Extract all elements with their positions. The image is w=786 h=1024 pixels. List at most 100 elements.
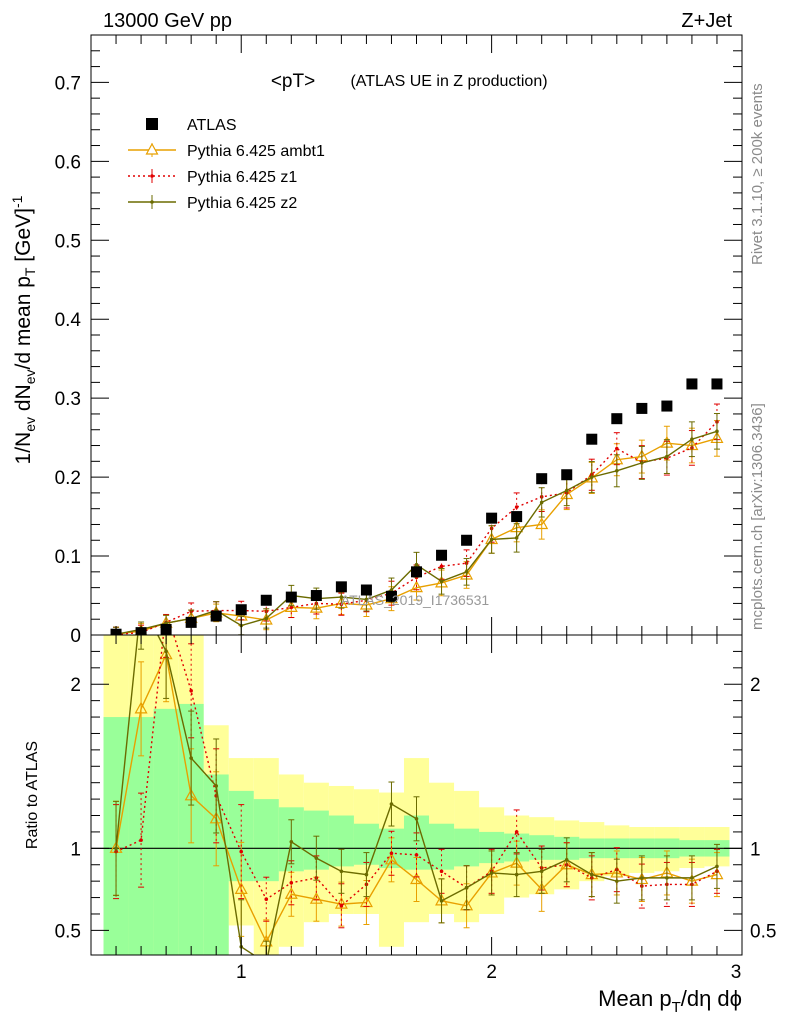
atlas-data-point [210, 610, 222, 622]
atlas-data-point [260, 594, 272, 606]
legend-marker-dot [150, 174, 154, 178]
ratio-dot-marker [389, 802, 394, 806]
ratio-y-tick-label-right: 2 [750, 675, 761, 696]
legend-marker-dot [150, 200, 154, 204]
main-dot-marker [615, 446, 619, 451]
ratio-y-tick-label: 1 [70, 839, 81, 860]
atlas-data-point [686, 378, 698, 390]
atlas-data-point [511, 511, 523, 523]
ratio-y-tick-label: 0.5 [55, 921, 81, 942]
ratio-dot-marker [239, 849, 244, 854]
ratio-dot-marker [464, 885, 469, 890]
main-triangle-marker [284, 600, 298, 612]
ratio-dot-marker [214, 784, 218, 788]
main-dot-marker [640, 461, 644, 465]
ratio-dot-marker [640, 876, 644, 880]
atlas-data-point [461, 534, 473, 546]
main-dot-marker [439, 564, 444, 569]
atlas-data-point [611, 413, 623, 425]
ratio-triangle-marker [334, 896, 348, 909]
ratio-triangle-marker [309, 891, 323, 904]
main-y-tick-label: 0.4 [55, 310, 82, 331]
legend-label: Pythia 6.425 z1 [187, 169, 297, 186]
header-right: Z+Jet [681, 10, 732, 32]
ratio-dot-marker [164, 649, 168, 654]
main-dot-marker [489, 537, 494, 542]
ratio-dot-marker [264, 897, 269, 902]
main-dot-marker [514, 505, 519, 509]
ratio-dot-marker [514, 830, 519, 834]
ratio-dot-marker [264, 961, 268, 965]
ratio-dot-marker [289, 880, 294, 885]
main-axes: 0 0.1 0.2 0.3 0.4 0.5 0.6 0.7 [55, 34, 742, 647]
ratio-dot-marker [339, 903, 344, 908]
ratio-triangle-marker [284, 887, 298, 899]
main-dot-marker [665, 454, 669, 459]
ratio-dot-marker [514, 872, 519, 877]
x-axis-label: Mean pT/dη dϕ [598, 986, 742, 1016]
legend-label: Pythia 6.425 z2 [187, 195, 297, 212]
ratio-dot-marker [439, 869, 444, 874]
watermark-text: ATLAS_2019_I1736531 [341, 592, 490, 608]
atlas-data-point [235, 604, 247, 616]
ratio-dot-marker [690, 876, 694, 880]
inner-band-bin [454, 828, 480, 867]
ratio-dot-marker [589, 872, 594, 877]
legend-marker-triangle [145, 142, 159, 155]
atlas-data-point [385, 590, 397, 602]
inner-band-bin [429, 823, 455, 870]
ratio-dot-marker [439, 899, 444, 903]
inner-band-bin [253, 799, 279, 882]
ratio-panel: 0.5 0.5 1 1 2 2 1 2 3 Ratio to ATLAS Mean pT/dη … [24, 600, 776, 1016]
atlas-data-point [185, 616, 197, 628]
ratio-dot-marker [139, 600, 143, 604]
main-triangle-marker [535, 517, 549, 530]
atlas-data-point [561, 469, 573, 481]
plot-subtitle: (ATLAS UE in Z production) [350, 73, 547, 90]
main-dot-marker [690, 437, 694, 442]
atlas-data-point [411, 566, 422, 578]
ratio-dot-marker [414, 816, 419, 821]
atlas-data-point [310, 590, 322, 602]
legend: ATLAS Pythia 6.425 ambt1 Pythia 6.425 z1 Py… [128, 117, 325, 212]
ratio-axes: 0.5 0.5 1 1 2 2 1 2 3 [55, 635, 776, 983]
ratio-dot-marker [314, 856, 319, 860]
ratio-dot-marker [715, 864, 719, 869]
ratio-y-tick-label-right: 1 [750, 839, 761, 860]
legend-label: ATLAS [187, 117, 237, 134]
ratio-plot-area [91, 600, 742, 965]
x-tick-label: 3 [731, 962, 742, 983]
main-y-tick-label: 0.3 [55, 389, 81, 410]
atlas-data-point [661, 400, 673, 412]
ratio-y-axis-label: Ratio to ATLAS [24, 741, 41, 849]
main-dot-marker [339, 595, 344, 599]
legend-label: Pythia 6.425 ambt1 [187, 143, 325, 160]
atlas-data-point [360, 584, 372, 596]
inner-band-bin [153, 708, 179, 955]
atlas-data-point [285, 591, 297, 603]
main-y-tick-label: 0.1 [55, 547, 81, 568]
main-dot-marker [514, 536, 519, 540]
ratio-dot-marker [164, 609, 168, 613]
ratio-triangle-marker [134, 701, 148, 714]
main-dot-marker [464, 570, 469, 574]
main-dot-marker [589, 475, 594, 479]
ratio-dot-marker [665, 876, 669, 880]
main-triangle-marker [309, 600, 323, 613]
main-dot-marker [289, 605, 294, 610]
main-y-tick-label: 0.5 [55, 231, 81, 252]
ratio-dot-marker [615, 879, 619, 883]
ratio-dot-marker [564, 858, 569, 862]
ratio-dot-marker [539, 869, 544, 874]
main-y-tick-label: 0.2 [55, 468, 81, 489]
ratio-dot-marker [189, 688, 193, 693]
ratio-triangle-marker [409, 872, 424, 885]
ratio-y-tick-label-right: 0.5 [750, 921, 776, 942]
main-dot-marker [264, 616, 269, 621]
x-tick-label: 1 [236, 962, 247, 983]
atlas-data-point [536, 473, 548, 485]
main-y-tick-label: 0.7 [55, 73, 81, 94]
main-triangle-marker [409, 580, 424, 593]
header-left: 13000 GeV pp [103, 10, 232, 32]
